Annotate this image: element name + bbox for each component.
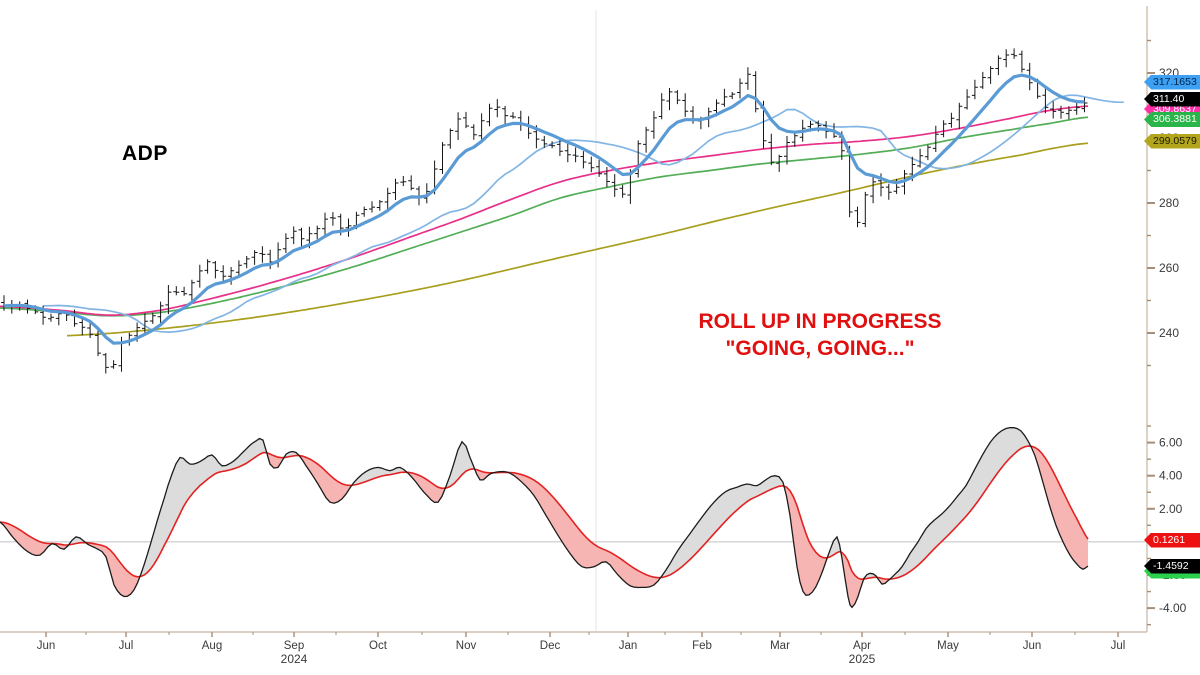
ema-fast-line [3,73,1085,345]
oscillator-line [0,426,1089,609]
svg-text:Aug: Aug [202,640,222,652]
svg-text:Nov: Nov [456,640,477,652]
oscillator-fill-negative [0,446,1088,608]
svg-text:280: 280 [1159,196,1179,210]
svg-text:-4.00: -4.00 [1159,601,1187,615]
svg-text:Oct: Oct [369,640,388,652]
oscillator-signal-line [0,445,1089,581]
svg-text:2.00: 2.00 [1159,502,1183,516]
svg-text:May: May [937,640,959,652]
svg-text:2024: 2024 [281,652,308,666]
osc-line-value-tag: -1.4592 [1144,558,1200,574]
svg-text:Jul: Jul [119,640,134,652]
ma-long-value-tag: 306.3881 [1144,112,1200,127]
svg-text:Jun: Jun [37,640,56,652]
chart-annotation: ROLL UP IN PROGRESS "GOING, GOING..." [640,308,1000,362]
ema-slow-line [43,94,1124,333]
svg-text:Dec: Dec [540,640,561,652]
price-bars [1,48,1088,374]
ma-longest-value-tag: 299.0579 [1144,133,1200,149]
svg-text:Apr: Apr [853,640,871,652]
ema-slow-value-tag: 317.1653 [1144,74,1200,90]
last-price-tag: 311.40 [1144,91,1200,107]
svg-text:260: 260 [1159,261,1179,275]
svg-text:240: 240 [1159,326,1179,340]
ma-longest-line [66,142,1089,337]
annotation-line2: "GOING, GOING..." [725,337,915,360]
svg-text:Jun: Jun [1023,640,1042,652]
annotation-line1: ROLL UP IN PROGRESS [698,310,942,333]
ma-mid-line [0,105,1089,316]
svg-text:Sep: Sep [284,640,304,652]
symbol-label: ADP [122,142,168,165]
svg-text:2025: 2025 [849,652,876,666]
svg-text:Mar: Mar [770,640,790,652]
osc-signal-value-tag: 0.1261 [1144,532,1200,548]
svg-text:6.00: 6.00 [1159,436,1183,450]
svg-text:Jul: Jul [1111,640,1126,652]
svg-text:Jan: Jan [619,640,638,652]
svg-text:Feb: Feb [692,640,712,652]
svg-text:4.00: 4.00 [1159,469,1183,483]
